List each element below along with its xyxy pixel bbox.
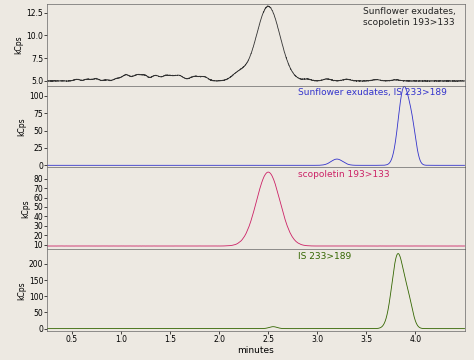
Y-axis label: kCps: kCps (17, 117, 26, 136)
Text: Sunflower exudates, IS 233>189: Sunflower exudates, IS 233>189 (298, 88, 447, 97)
Text: IS 233>189: IS 233>189 (298, 252, 351, 261)
Y-axis label: kCps: kCps (22, 199, 31, 218)
Text: Sunflower exudates,
scopoletin 193>133: Sunflower exudates, scopoletin 193>133 (364, 7, 456, 27)
Text: scopoletin 193>133: scopoletin 193>133 (298, 170, 389, 179)
Y-axis label: kCps: kCps (15, 35, 24, 54)
X-axis label: minutes: minutes (237, 346, 274, 355)
Y-axis label: kCps: kCps (17, 281, 26, 300)
